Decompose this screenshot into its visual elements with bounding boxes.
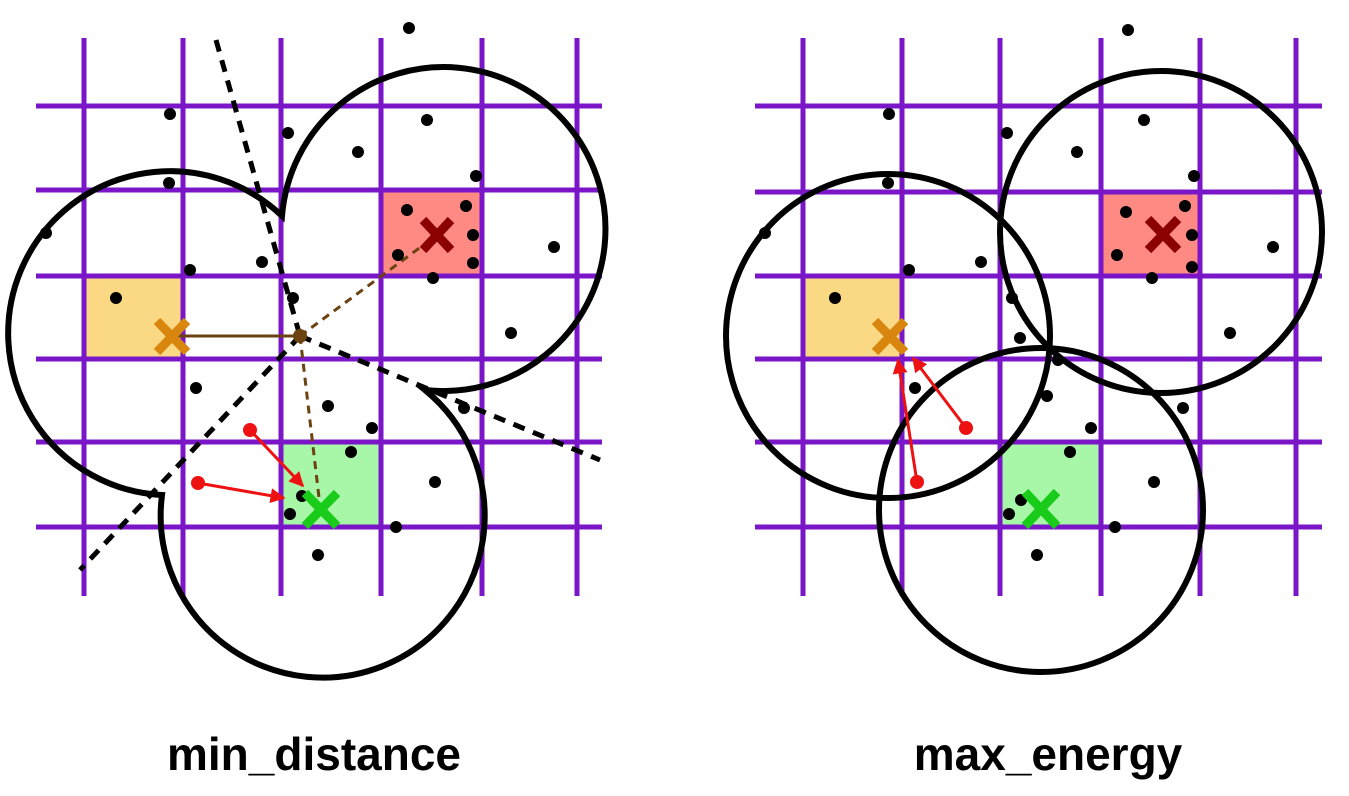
sample-points (759, 24, 1279, 561)
x-cross-icon (419, 216, 455, 254)
red-dot-icon (191, 476, 205, 490)
candidate-arrows (892, 356, 968, 483)
panel-label-max-energy: max_energy (914, 728, 1183, 780)
panel-label-min-distance: min_distance (167, 728, 461, 780)
circle-green (876, 345, 1206, 675)
red-dot-icon (243, 423, 257, 437)
x-cross-icon (301, 489, 341, 530)
x-cross-icon (153, 317, 191, 356)
red-dot-icon (910, 475, 924, 489)
energy-circles (723, 68, 1325, 675)
red-dot-icon (959, 421, 973, 435)
query-point (293, 329, 307, 343)
circle-yellow (723, 171, 1053, 501)
circle-union-outline (5, 64, 609, 681)
panel-max-energy: max_energy (723, 24, 1325, 780)
decision-boundaries (78, 39, 601, 572)
x-cross-icon (1144, 215, 1182, 254)
x-cross-icon (1021, 488, 1061, 530)
x-cross-icon (871, 317, 909, 356)
circle-red (997, 68, 1325, 396)
candidate-arrows (197, 428, 305, 504)
panel-min-distance: min_distance (5, 22, 609, 780)
distance-links (172, 233, 438, 507)
